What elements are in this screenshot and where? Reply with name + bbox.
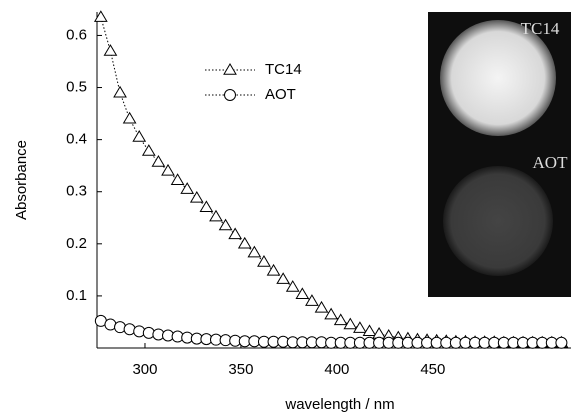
- triangle-marker: [257, 255, 271, 267]
- y-tick-label: 0.2: [66, 235, 87, 252]
- triangle-marker: [276, 272, 291, 284]
- triangle-marker: [93, 10, 108, 22]
- y-tick-label: 0.1: [66, 287, 87, 304]
- bright-sample: [440, 20, 556, 136]
- x-tick-label: 300: [132, 361, 157, 378]
- triangle-marker: [180, 182, 195, 194]
- inset-label: TC14: [521, 19, 560, 38]
- triangle-marker: [103, 44, 118, 56]
- triangle-marker: [333, 313, 348, 326]
- inset-label: AOT: [533, 153, 569, 172]
- triangle-marker: [170, 173, 185, 185]
- triangle-marker: [295, 287, 310, 300]
- triangle-marker: [353, 321, 367, 333]
- triangle-marker: [266, 263, 281, 276]
- triangle-marker: [199, 200, 214, 213]
- dim-sample: [443, 166, 553, 276]
- triangle-marker: [247, 245, 262, 258]
- circle-marker: [224, 89, 236, 101]
- x-tick-label: 350: [228, 361, 253, 378]
- triangle-marker: [209, 209, 223, 222]
- triangle-marker: [372, 326, 386, 339]
- x-tick-label: 400: [324, 361, 349, 378]
- legend-label: TC14: [265, 61, 302, 78]
- triangle-marker: [161, 163, 175, 176]
- triangle-marker: [223, 63, 237, 75]
- y-tick-label: 0.5: [66, 79, 87, 96]
- triangle-marker: [218, 218, 233, 231]
- triangle-marker: [314, 300, 329, 313]
- triangle-marker: [343, 317, 358, 330]
- legend-label: AOT: [265, 86, 296, 103]
- inset-photo: TC14 AOT: [428, 12, 571, 297]
- y-tick-label: 0.6: [66, 26, 87, 43]
- triangle-marker: [285, 280, 300, 292]
- y-axis-label: Absorbance: [13, 140, 30, 220]
- x-axis-label: wavelength / nm: [284, 396, 394, 413]
- triangle-marker: [113, 85, 127, 98]
- triangle-marker: [189, 190, 204, 203]
- triangle-marker: [132, 130, 147, 142]
- y-tick-label: 0.3: [66, 183, 87, 200]
- x-tick-label: 450: [420, 361, 445, 378]
- triangle-marker: [141, 144, 156, 156]
- y-tick-label: 0.4: [66, 131, 87, 148]
- triangle-marker: [362, 324, 377, 337]
- triangle-marker: [305, 294, 319, 306]
- triangle-marker: [324, 307, 338, 320]
- triangle-marker: [122, 111, 137, 124]
- triangle-marker: [151, 155, 166, 167]
- triangle-marker: [228, 227, 243, 240]
- circle-marker: [114, 321, 127, 334]
- circle-marker: [123, 323, 136, 336]
- triangle-marker: [237, 236, 252, 249]
- circle-marker: [555, 336, 568, 349]
